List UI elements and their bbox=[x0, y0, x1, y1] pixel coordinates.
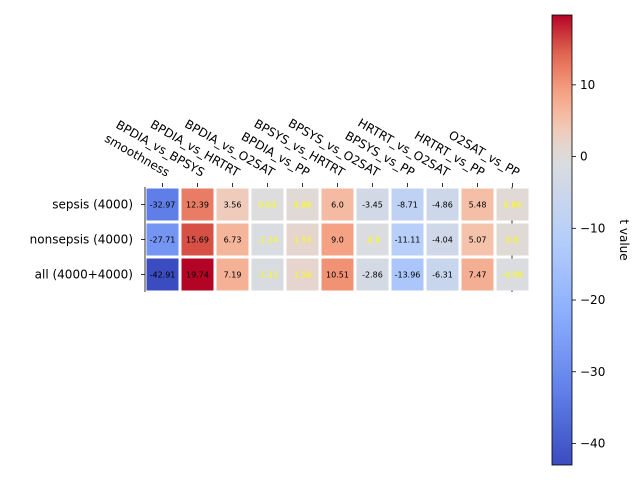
heatmap-cell bbox=[216, 223, 249, 256]
cell-value-label: -42.91 bbox=[150, 271, 176, 280]
heatmap-cell bbox=[321, 223, 354, 256]
heatmap-cell bbox=[251, 188, 284, 221]
row-label: nonsepsis (4000) bbox=[30, 233, 133, 247]
colorbar-scale bbox=[551, 14, 573, 466]
row-label: all (4000+4000) bbox=[35, 268, 133, 282]
column-labels: smoothnessBPDIA_vs_BPSYSBPDIA_vs_HRTRTBP… bbox=[102, 116, 522, 187]
heatmap-cell bbox=[286, 223, 319, 256]
colorbar-tick-label: 10 bbox=[580, 78, 595, 92]
heatmap-cell bbox=[216, 258, 249, 291]
cell-value-label: 6.0 bbox=[331, 201, 344, 210]
colorbar-ticks: 10 0 −10 −20 −30 −40 bbox=[572, 78, 605, 450]
cell-value-label: 7.47 bbox=[469, 271, 487, 280]
heatmap-cell bbox=[391, 188, 424, 221]
cell-value-label: -3.45 bbox=[362, 201, 383, 210]
colorbar-label: t value bbox=[617, 219, 631, 260]
cell-value-label: -4.86 bbox=[432, 201, 453, 210]
cell-value-label: 1.53 bbox=[294, 236, 312, 245]
heatmap-cell bbox=[321, 258, 354, 291]
heatmap-cell bbox=[391, 223, 424, 256]
colorbar: 10 0 −10 −20 −30 −40 t value bbox=[551, 14, 631, 466]
heatmap-cell bbox=[251, 258, 284, 291]
cell-value-label: 9.0 bbox=[331, 236, 344, 245]
colorbar-tick-label: −30 bbox=[580, 365, 605, 379]
heatmap-cell bbox=[251, 223, 284, 256]
row-label: sepsis (4000) bbox=[52, 198, 133, 212]
cell-value-label: 15.69 bbox=[186, 236, 209, 245]
heatmap-cell bbox=[461, 188, 494, 221]
heatmap-cell bbox=[286, 258, 319, 291]
cell-value-label: 5.48 bbox=[469, 201, 487, 210]
colorbar-tick-label: −20 bbox=[580, 293, 605, 307]
heatmap-cell bbox=[426, 223, 459, 256]
cell-value-label: 0.86 bbox=[294, 201, 312, 210]
cell-value-label: 3.56 bbox=[224, 201, 242, 210]
heatmap-cell bbox=[496, 258, 529, 291]
heatmap-cell bbox=[461, 258, 494, 291]
cell-value-label: -1.24 bbox=[257, 236, 278, 245]
heatmap-cell bbox=[181, 258, 214, 291]
cell-value-label: 12.39 bbox=[186, 201, 209, 210]
heatmap-cell bbox=[426, 258, 459, 291]
heatmap-cell bbox=[181, 188, 214, 221]
cell-value-label: -27.71 bbox=[150, 236, 176, 245]
cell-value-label: -4.04 bbox=[432, 236, 453, 245]
colorbar-tick-label: 0 bbox=[580, 150, 588, 164]
heatmap-cell bbox=[181, 223, 214, 256]
heatmap-cell bbox=[216, 188, 249, 221]
heatmap-cell bbox=[146, 188, 179, 221]
heatmap-cell bbox=[356, 258, 389, 291]
cell-value-label: 5.07 bbox=[469, 236, 487, 245]
colorbar-tick-label: −10 bbox=[580, 221, 605, 235]
heatmap-cell bbox=[321, 188, 354, 221]
cell-value-label: 19.74 bbox=[186, 271, 209, 280]
cell-value-label: -1.33 bbox=[257, 271, 278, 280]
cell-value-label: 0.6 bbox=[506, 236, 519, 245]
cell-value-label: -0.89 bbox=[502, 271, 523, 280]
cell-value-label: -0.6 bbox=[365, 236, 381, 245]
colorbar-tick-label: −40 bbox=[580, 436, 605, 450]
heatmap-cell bbox=[461, 223, 494, 256]
heatmap-cell bbox=[391, 258, 424, 291]
heatmap-cell bbox=[146, 258, 179, 291]
cell-value-label: 1.58 bbox=[294, 271, 312, 280]
heatmap-cell bbox=[356, 188, 389, 221]
cell-value-label: -6.31 bbox=[432, 271, 453, 280]
cell-value-label: 7.19 bbox=[224, 271, 242, 280]
cell-value-label: 0.03 bbox=[259, 201, 277, 210]
heatmap-cell bbox=[496, 188, 529, 221]
cell-value-label: 10.51 bbox=[326, 271, 349, 280]
cell-value-label: -2.86 bbox=[362, 271, 383, 280]
heatmap-cell bbox=[426, 188, 459, 221]
cell-value-label: -32.97 bbox=[150, 201, 176, 210]
cell-value-label: 0.86 bbox=[504, 201, 522, 210]
heatmap-cell bbox=[496, 223, 529, 256]
row-labels: sepsis (4000) nonsepsis (4000) all (4000+4… bbox=[30, 198, 145, 282]
cell-value-label: 6.73 bbox=[224, 236, 242, 245]
heatmap-cell bbox=[356, 223, 389, 256]
heatmap-cells: -32.97 12.39 3.56 0.03 0.86 6.0 -3.45 -8.71 -4.8… bbox=[144, 187, 529, 292]
heatmap-cell bbox=[146, 223, 179, 256]
cell-value-label: -13.96 bbox=[395, 271, 421, 280]
heatmap-cell bbox=[286, 188, 319, 221]
cell-value-label: -8.71 bbox=[397, 201, 418, 210]
cell-value-label: -11.11 bbox=[395, 236, 421, 245]
